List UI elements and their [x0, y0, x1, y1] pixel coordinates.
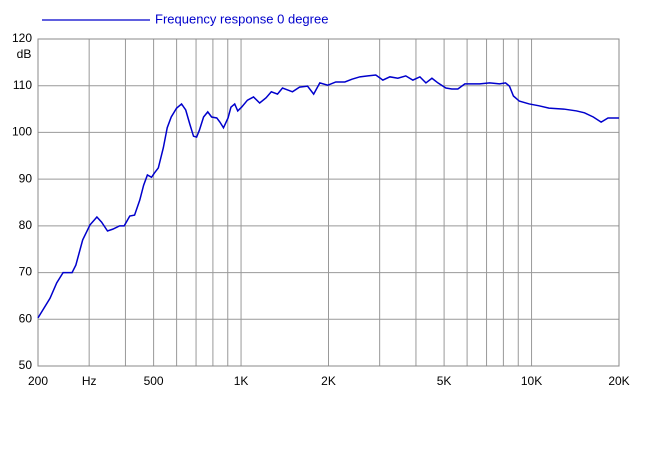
y-tick-label: 120 — [12, 31, 32, 45]
legend-label: Frequency response 0 degree — [155, 11, 328, 26]
x-tick-label: 2K — [321, 374, 336, 388]
y-axis-unit: dB — [17, 47, 32, 61]
data-line — [37, 74, 619, 319]
x-tick-label: 20K — [608, 374, 629, 388]
x-tick-label: Hz — [82, 374, 97, 388]
y-tick-label: 90 — [19, 171, 33, 185]
x-tick-label: 200 — [28, 374, 48, 388]
y-tick-label: 60 — [19, 311, 33, 325]
y-tick-label: 110 — [13, 78, 32, 92]
x-tick-label: 10K — [521, 374, 542, 388]
y-tick-label: 100 — [12, 125, 32, 139]
plot-frame — [37, 38, 620, 367]
x-tick-label: 5K — [437, 374, 452, 388]
y-tick-label: 50 — [19, 358, 33, 372]
y-tick-label: 70 — [19, 265, 33, 279]
x-tick-label: 1K — [234, 374, 249, 388]
y-tick-label: 80 — [19, 218, 33, 232]
x-tick-label: 500 — [144, 374, 164, 388]
